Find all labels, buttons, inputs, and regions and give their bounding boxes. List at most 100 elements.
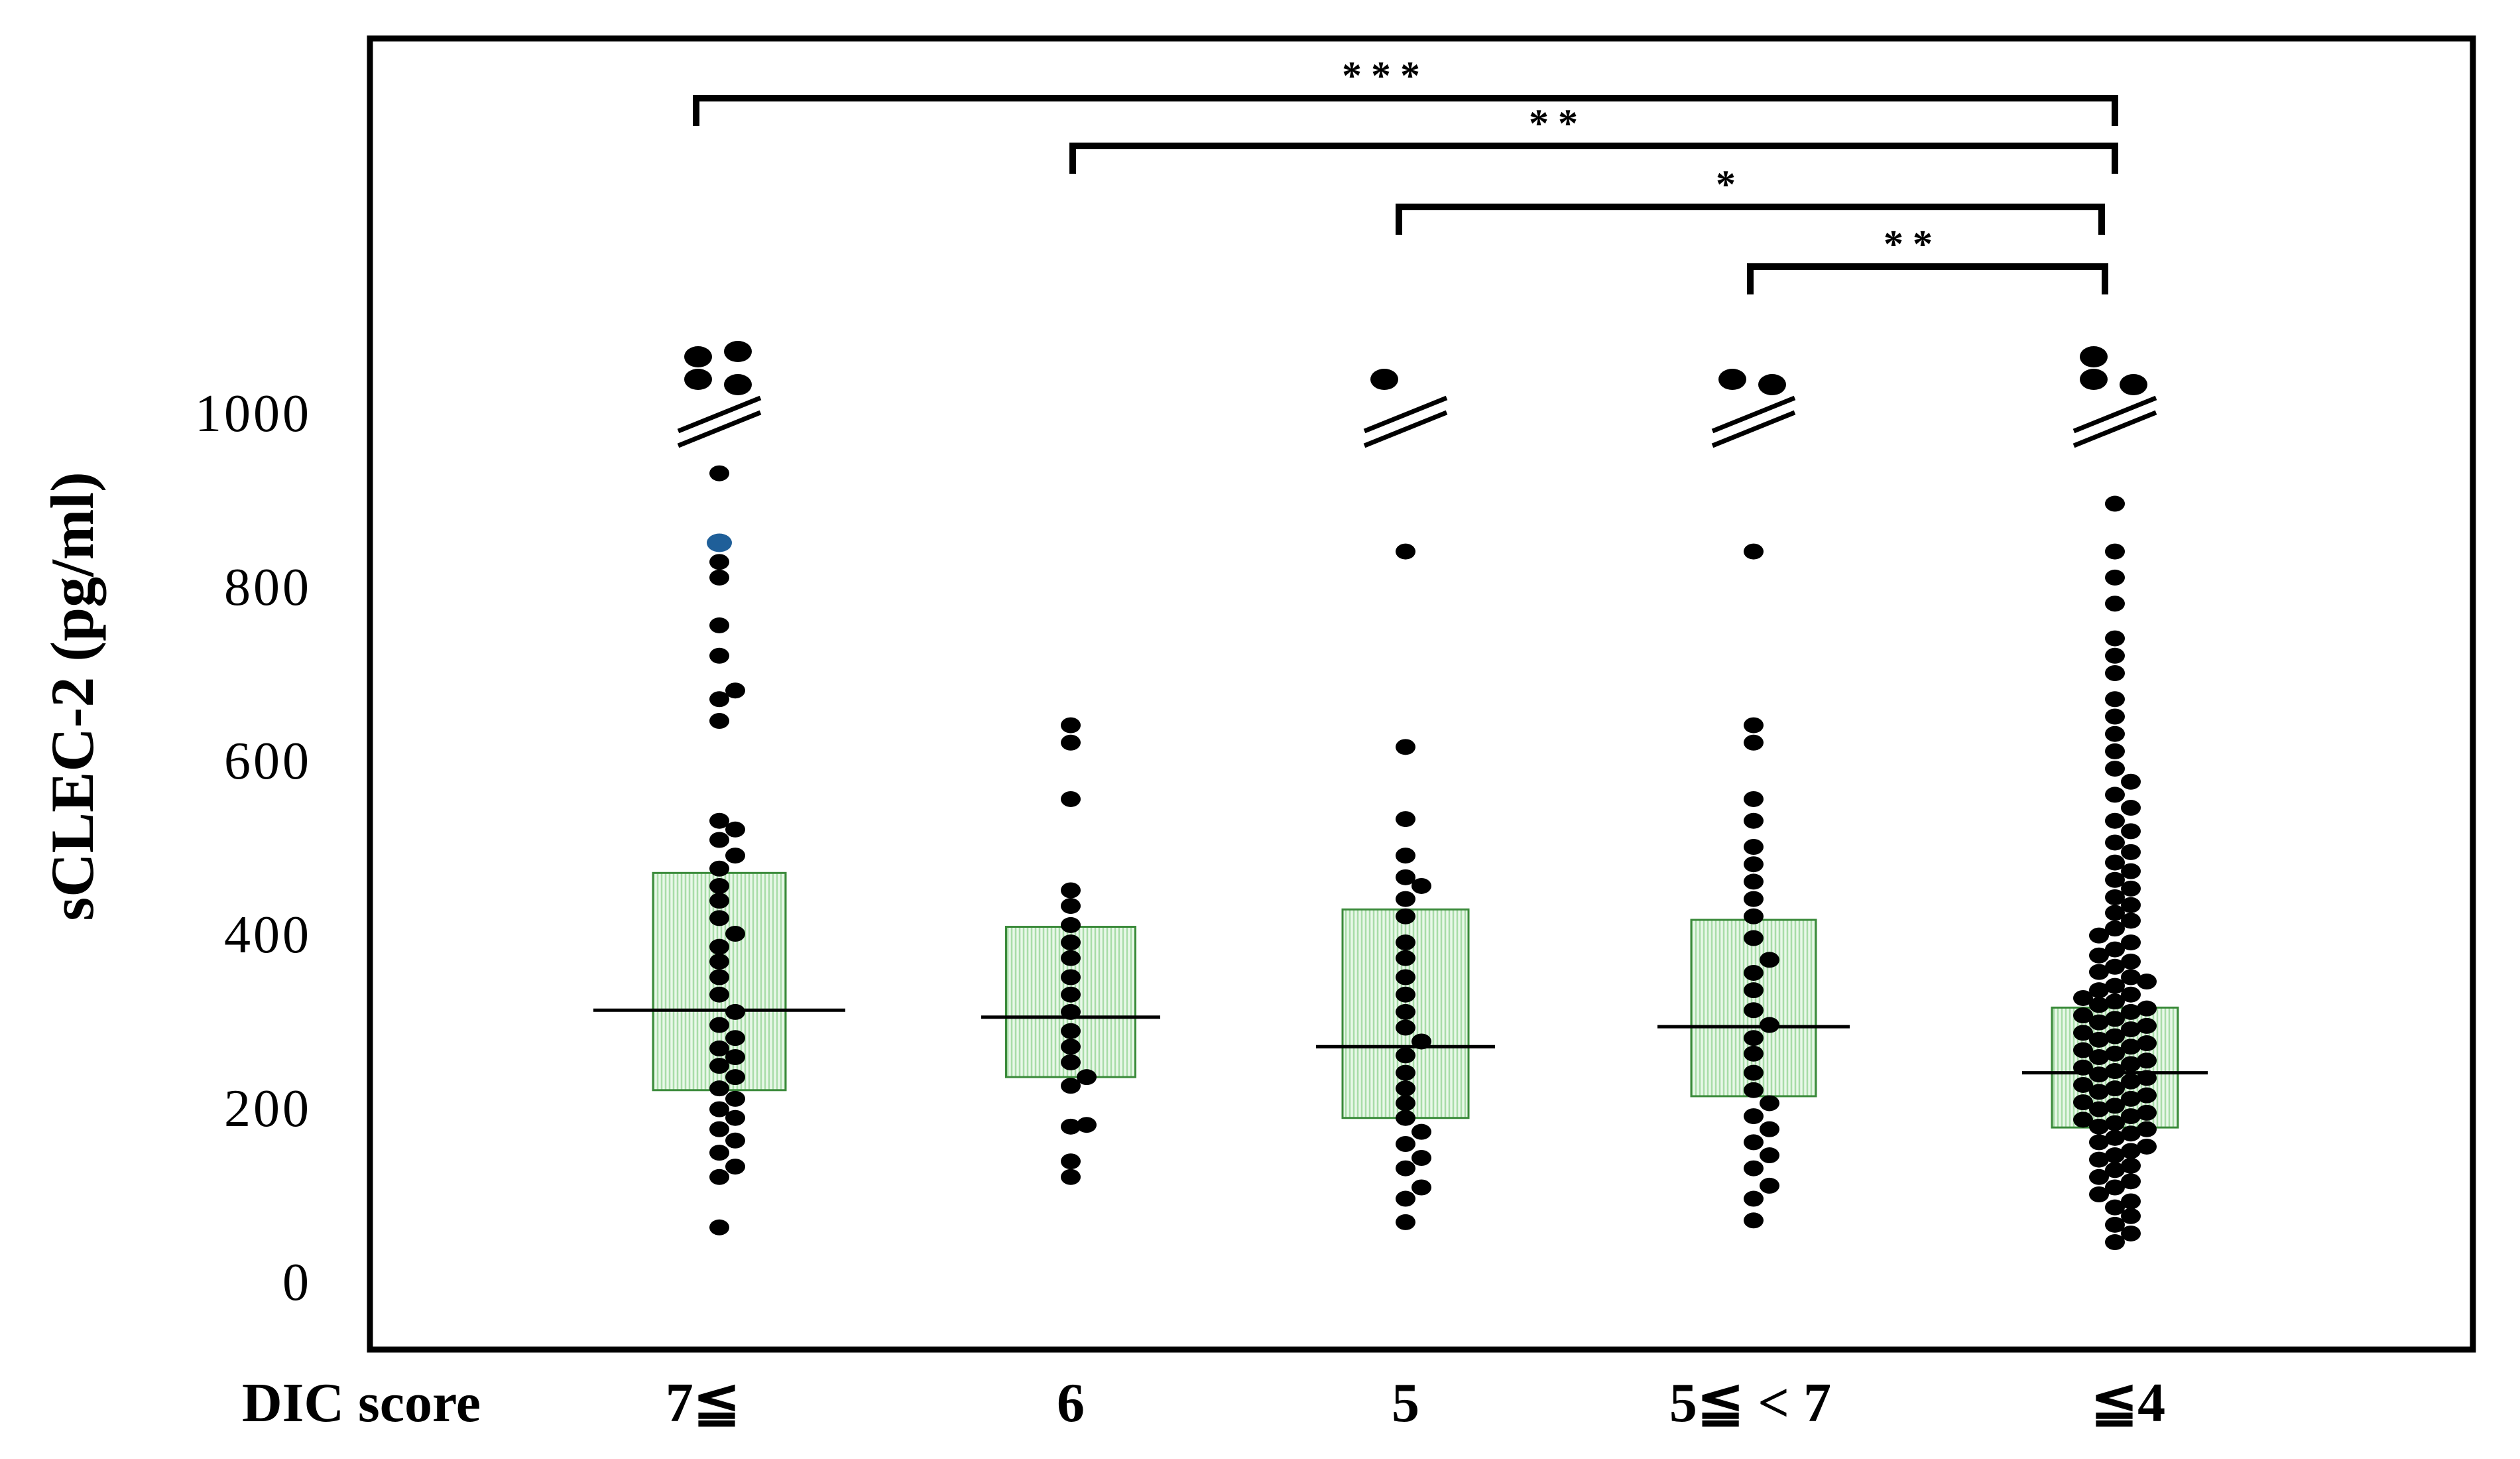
data-point: [1396, 811, 1415, 828]
category-label: 7≦: [666, 1372, 740, 1434]
data-point: [1396, 1003, 1415, 1020]
data-point: [2121, 897, 2141, 913]
data-point: [2089, 1151, 2109, 1168]
significance-bracket: [1396, 204, 2105, 235]
data-point: [709, 938, 729, 955]
data-point: [1396, 739, 1415, 755]
data-point: [2105, 596, 2125, 612]
data-point: [2073, 1076, 2093, 1093]
data-point: [2089, 1031, 2109, 1048]
off-scale-point: [2080, 346, 2108, 367]
data-point: [1760, 1017, 1779, 1033]
data-point: [2105, 1199, 2125, 1216]
data-point: [1061, 917, 1081, 933]
data-point: [2073, 1111, 2093, 1128]
data-point: [1396, 1080, 1415, 1097]
data-point: [2121, 986, 2141, 1003]
data-point: [1744, 856, 1764, 873]
y-tick-label: 200: [224, 1080, 312, 1138]
category-label: 5: [1392, 1372, 1419, 1434]
data-point: [2105, 1098, 2125, 1114]
data-point: [1744, 1030, 1764, 1047]
category-label: 6: [1057, 1372, 1085, 1434]
data-point: [2105, 854, 2125, 871]
data-point: [1744, 1082, 1764, 1098]
data-point: [709, 969, 729, 985]
data-point: [2105, 1011, 2125, 1027]
data-point: [725, 926, 745, 942]
data-point: [2121, 844, 2141, 860]
data-point: [2073, 1042, 2093, 1058]
data-point: [1396, 1047, 1415, 1064]
data-point: [709, 986, 729, 1003]
data-point: [709, 1017, 729, 1033]
data-point: [2137, 1087, 2157, 1104]
data-point: [2105, 726, 2125, 742]
data-point: [1760, 1177, 1779, 1194]
data-point: [1061, 882, 1081, 899]
data-point: [709, 910, 729, 926]
data-point: [709, 812, 729, 829]
data-point: [1061, 1169, 1081, 1185]
data-point: [1744, 839, 1764, 855]
data-point: [709, 1040, 729, 1056]
data-point: [1744, 873, 1764, 890]
data-point: [709, 877, 729, 894]
data-point: [1744, 930, 1764, 946]
data-point: [1744, 1160, 1764, 1176]
data-point: [1396, 934, 1415, 951]
break-mark: [1711, 410, 1796, 448]
data-point: [2121, 1225, 2141, 1241]
data-point: [1396, 1019, 1415, 1036]
data-point: [2105, 647, 2125, 664]
data-point: [2137, 1121, 2157, 1137]
data-point: [2137, 1070, 2157, 1086]
data-point: [2105, 743, 2125, 759]
data-point: [725, 1132, 745, 1149]
data-point: [1744, 1108, 1764, 1125]
data-point: [2137, 1035, 2157, 1052]
data-point: [2121, 1193, 2141, 1210]
off-scale-point: [2080, 369, 2108, 390]
off-scale-point: [1758, 374, 1786, 395]
data-point: [1744, 891, 1764, 907]
data-point: [725, 1003, 745, 1020]
data-point: [1061, 898, 1081, 915]
data-point: [709, 1169, 729, 1185]
axis-breaks: [677, 341, 2157, 448]
significance-label: **: [1884, 222, 1942, 266]
data-point: [2105, 1129, 2125, 1146]
data-point: [1061, 1153, 1081, 1170]
data-point: [2137, 974, 2157, 990]
data-point: [2089, 1084, 2109, 1100]
data-point: [725, 1049, 745, 1066]
data-point: [1396, 1110, 1415, 1126]
break-mark: [1363, 395, 1448, 434]
data-point: [1061, 1003, 1081, 1020]
data-point: [709, 691, 729, 708]
data-point: [1744, 734, 1764, 751]
data-point: [1396, 950, 1415, 966]
data-point: [2073, 1059, 2093, 1076]
data-point: [725, 821, 745, 838]
data-point: [2121, 1157, 2141, 1174]
data-point: [2105, 665, 2125, 681]
data-point: [2121, 1108, 2141, 1125]
x-axis-title: DIC score: [242, 1372, 481, 1434]
data-point: [1744, 1002, 1764, 1019]
data-point: [2089, 1118, 2109, 1135]
data-point: [709, 1080, 729, 1097]
data-point: [1744, 964, 1764, 981]
data-point: [2105, 787, 2125, 803]
break-mark: [677, 410, 762, 448]
data-point: [2137, 1138, 2157, 1155]
data-point: [2137, 1104, 2157, 1121]
data-point: [725, 1069, 745, 1086]
data-point: [2105, 905, 2125, 921]
data-point: [2121, 1125, 2141, 1142]
data-point: [1760, 1095, 1779, 1111]
data-point: [2121, 800, 2141, 816]
data-point: [2089, 947, 2109, 964]
y-tick-label: 1000: [195, 385, 312, 443]
data-point: [2137, 1017, 2157, 1034]
